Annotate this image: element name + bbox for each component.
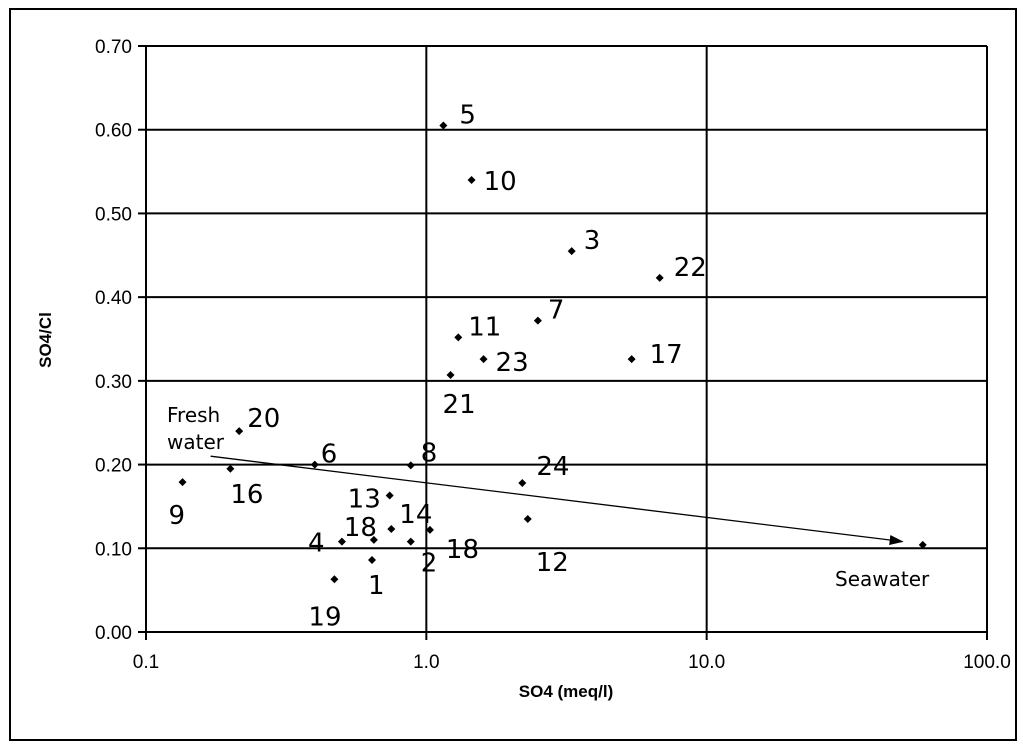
data-point-marker bbox=[439, 121, 448, 130]
data-point-marker bbox=[406, 461, 415, 470]
data-point-marker bbox=[533, 316, 542, 325]
data-point-marker bbox=[446, 370, 455, 379]
data-point-label: 2 bbox=[421, 549, 438, 579]
data-point-label: 1 bbox=[368, 571, 385, 601]
y-tick-label: 0.30 bbox=[95, 372, 132, 393]
data-point-marker bbox=[369, 535, 378, 544]
data-point-marker bbox=[523, 514, 532, 523]
data-point-label: 18 bbox=[446, 535, 479, 565]
data-point-label: 22 bbox=[674, 253, 707, 283]
mixing-line-arrow bbox=[210, 455, 904, 545]
x-axis-label: SO4 (meq/l) bbox=[519, 682, 613, 701]
y-axis-ticks: 0.00 0.10 0.20 0.30 0.40 0.50 0.60 0.70 bbox=[95, 37, 146, 644]
data-point-label: 5 bbox=[459, 101, 476, 131]
data-point-label: 11 bbox=[468, 312, 501, 342]
data-point-marker bbox=[655, 273, 664, 282]
y-tick-label: 0.20 bbox=[95, 456, 132, 477]
data-point-label: 16 bbox=[230, 480, 263, 510]
data-point-label: 17 bbox=[650, 340, 683, 370]
y-tick-label: 0.70 bbox=[95, 37, 132, 58]
data-point-label: 13 bbox=[348, 485, 381, 515]
data-point-marker bbox=[178, 478, 187, 487]
data-point-label: 7 bbox=[548, 296, 565, 326]
data-point-label: 23 bbox=[496, 348, 529, 378]
data-point-label: 12 bbox=[536, 548, 569, 578]
x-tick-label: 10.0 bbox=[688, 652, 725, 673]
data-point-marker bbox=[387, 525, 396, 534]
data-point-marker bbox=[310, 460, 319, 469]
x-tick-label: 0.1 bbox=[133, 652, 159, 673]
data-point-label: 10 bbox=[484, 167, 517, 197]
data-point-label: 8 bbox=[421, 438, 438, 468]
data-point-marker bbox=[406, 537, 415, 546]
x-tick-label: 100.0 bbox=[963, 652, 1011, 673]
data-point-label: 14 bbox=[399, 500, 432, 530]
data-point-marker bbox=[567, 247, 576, 256]
data-point-marker bbox=[454, 333, 463, 342]
data-point-marker bbox=[235, 427, 244, 436]
y-tick-label: 0.10 bbox=[95, 539, 132, 560]
data-point-label: 18 bbox=[344, 513, 377, 543]
data-point-marker bbox=[918, 540, 927, 549]
data-point-marker bbox=[337, 537, 346, 546]
data-point-marker bbox=[518, 478, 527, 487]
seawater-label: Seawater bbox=[835, 567, 930, 591]
y-tick-label: 0.00 bbox=[95, 623, 132, 644]
data-point-marker bbox=[627, 355, 636, 364]
data-point-label: 24 bbox=[536, 452, 569, 482]
data-point-label: 9 bbox=[169, 501, 186, 531]
annotations: Fresh water Seawater bbox=[167, 403, 930, 591]
y-tick-label: 0.60 bbox=[95, 121, 132, 142]
data-point-marker bbox=[385, 491, 394, 500]
data-point-marker bbox=[330, 575, 339, 584]
data-point-marker bbox=[479, 355, 488, 364]
data-point-marker bbox=[467, 175, 476, 184]
gridlines bbox=[145, 45, 988, 633]
y-axis-label: SO4/Cl bbox=[36, 312, 55, 368]
chart-frame: 0.00 0.10 0.20 0.30 0.40 0.50 0.60 0.70 0.1 1.0 1… bbox=[9, 8, 1017, 741]
y-tick-label: 0.50 bbox=[95, 204, 132, 225]
x-axis-ticks: 0.1 1.0 10.0 100.0 bbox=[133, 632, 1011, 673]
data-point-marker bbox=[226, 464, 235, 473]
data-point-label: 19 bbox=[308, 602, 341, 632]
y-tick-label: 0.40 bbox=[95, 288, 132, 309]
data-point-label: 21 bbox=[443, 390, 476, 420]
mixing-line-layer bbox=[210, 455, 904, 545]
data-point-label: 3 bbox=[584, 226, 601, 256]
fresh-water-label: Fresh bbox=[167, 403, 220, 427]
data-point-label: 4 bbox=[308, 529, 325, 559]
data-points bbox=[178, 121, 927, 584]
scatter-chart: 0.00 0.10 0.20 0.30 0.40 0.50 0.60 0.70 0.1 1.0 1… bbox=[36, 37, 1011, 701]
x-tick-label: 1.0 bbox=[413, 652, 439, 673]
data-point-label: 20 bbox=[247, 404, 280, 434]
fresh-water-label: water bbox=[167, 430, 225, 454]
data-point-label: 6 bbox=[321, 440, 338, 470]
data-point-marker bbox=[425, 525, 434, 534]
data-point-marker bbox=[367, 556, 376, 565]
